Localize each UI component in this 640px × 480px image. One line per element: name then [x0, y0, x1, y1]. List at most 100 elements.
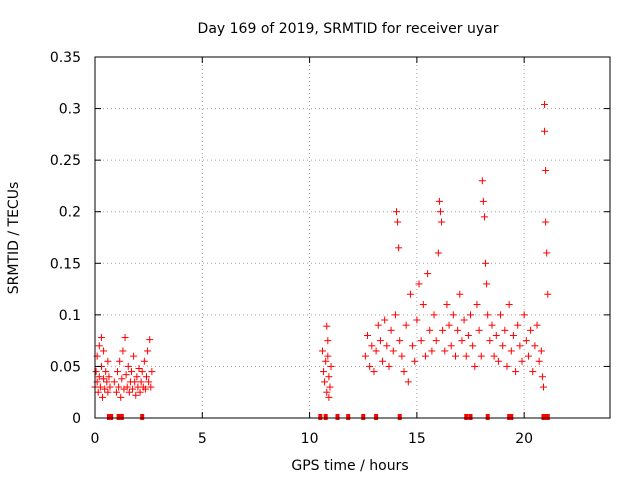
chart-title: Day 169 of 2019, SRMTID for receiver uya… — [198, 21, 499, 37]
data-point — [447, 342, 455, 350]
data-point — [95, 373, 103, 381]
data-point — [114, 368, 122, 376]
data-point — [486, 337, 494, 345]
data-point — [537, 347, 545, 355]
data-point — [542, 218, 550, 226]
data-point — [505, 301, 513, 309]
data-point — [430, 311, 438, 319]
data-point — [531, 342, 539, 350]
data-point — [484, 311, 492, 319]
data-point — [147, 383, 155, 391]
data-point — [543, 249, 551, 257]
data-point — [136, 388, 144, 396]
x-tick-label: 15 — [408, 431, 426, 447]
data-point — [436, 208, 444, 216]
data-point — [101, 385, 109, 393]
data-point — [483, 280, 491, 288]
data-point — [137, 378, 145, 386]
data-point — [501, 326, 509, 334]
data-point — [387, 326, 395, 334]
data-point — [469, 342, 477, 350]
data-point — [130, 352, 138, 360]
data-point — [324, 352, 332, 360]
rug-mark — [361, 414, 366, 420]
data-point — [327, 362, 335, 370]
data-point — [325, 393, 333, 401]
data-point — [140, 357, 148, 365]
data-point — [439, 326, 447, 334]
data-point — [321, 378, 329, 386]
data-point — [132, 391, 140, 399]
data-point — [488, 321, 496, 329]
rug-mark — [346, 414, 351, 420]
data-point — [400, 368, 408, 376]
data-point — [146, 336, 154, 344]
data-point — [432, 337, 440, 345]
data-point — [541, 127, 549, 135]
data-point — [411, 357, 419, 365]
data-point — [542, 166, 550, 174]
data-point — [409, 342, 417, 350]
data-point — [492, 331, 500, 339]
data-point — [318, 347, 326, 355]
data-point — [370, 368, 378, 376]
y-tick-label: 0.3 — [59, 102, 81, 118]
data-point — [381, 316, 389, 324]
data-point — [103, 378, 111, 386]
data-point — [541, 100, 549, 108]
data-point — [419, 301, 427, 309]
rug-mark — [541, 414, 546, 420]
data-point — [507, 347, 515, 355]
data-point — [104, 357, 112, 365]
data-point — [424, 270, 432, 278]
data-point — [473, 301, 481, 309]
data-point — [123, 383, 131, 391]
data-point — [118, 375, 126, 383]
data-point — [452, 352, 459, 360]
data-point — [326, 383, 334, 391]
data-point — [323, 322, 331, 330]
data-point — [94, 388, 102, 396]
data-point — [379, 357, 387, 365]
data-point — [96, 383, 104, 391]
data-point — [497, 311, 505, 319]
data-point — [490, 352, 498, 360]
data-point — [539, 383, 547, 391]
data-point — [145, 378, 153, 386]
rug-mark — [109, 414, 114, 420]
data-point — [391, 311, 399, 319]
y-tick-label: 0.15 — [50, 256, 81, 272]
data-point — [516, 342, 524, 350]
data-point — [389, 347, 397, 355]
rug-marks — [106, 414, 550, 420]
data-point — [398, 352, 406, 360]
data-point — [374, 321, 382, 329]
rug-mark — [545, 414, 550, 420]
rug-mark — [397, 414, 402, 420]
data-point — [535, 357, 543, 365]
data-point — [112, 388, 120, 396]
data-point — [438, 218, 446, 226]
rug-mark — [116, 414, 121, 420]
data-point — [404, 378, 412, 386]
data-point — [480, 213, 488, 221]
y-tick-label: 0.2 — [59, 205, 81, 221]
data-point — [413, 316, 421, 324]
plot-frame — [94, 56, 611, 419]
data-point — [320, 368, 328, 376]
rug-mark — [323, 414, 328, 420]
data-point — [144, 347, 152, 355]
data-point — [445, 321, 453, 329]
data-point — [105, 373, 113, 381]
rug-mark — [335, 414, 340, 420]
data-point — [392, 208, 400, 216]
data-point — [323, 388, 331, 396]
data-point — [99, 393, 107, 401]
y-tick-label: 0.35 — [50, 50, 81, 66]
x-tick-label: 0 — [91, 431, 100, 447]
data-point — [518, 357, 526, 365]
data-point — [460, 316, 468, 324]
data-point — [122, 371, 130, 379]
data-point — [372, 347, 380, 355]
